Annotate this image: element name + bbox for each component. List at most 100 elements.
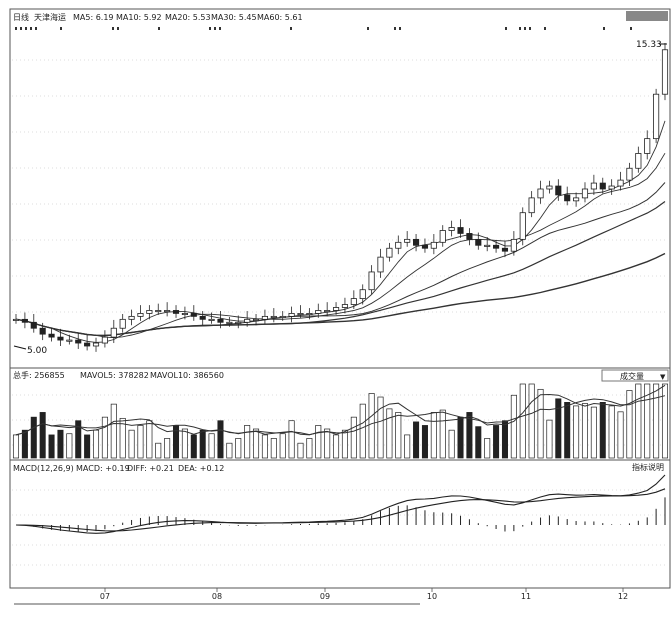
volume-bar <box>306 438 313 459</box>
event-marker <box>209 27 211 30</box>
candle-body <box>661 49 669 95</box>
candle-body <box>270 315 277 318</box>
volume-bar <box>75 420 82 459</box>
event-marker <box>630 27 632 30</box>
candle-body <box>573 197 580 202</box>
candle-body <box>199 315 206 320</box>
volume-bar <box>608 405 615 459</box>
volume-bar <box>324 428 331 459</box>
volume-bar <box>395 412 402 459</box>
candle-body <box>386 247 393 258</box>
volume-bar <box>448 429 455 459</box>
candle-body <box>395 241 402 249</box>
volume-bar <box>39 412 46 459</box>
volume-bar <box>510 394 517 459</box>
macd-panel-frame <box>9 459 671 589</box>
volume-bar <box>661 383 669 459</box>
ma60-line <box>15 252 666 337</box>
volume-bar <box>404 434 411 459</box>
ma5-label: MA5: 6.19 <box>73 13 114 22</box>
volume-bar <box>581 403 589 459</box>
volume-bar <box>537 388 544 459</box>
event-marker <box>214 27 216 30</box>
candle-body <box>155 310 162 313</box>
macd-histogram <box>24 497 666 532</box>
mavol10-label: MAVOL10: 386560 <box>150 371 224 380</box>
volume-panel-frame <box>9 367 671 461</box>
event-markers <box>15 27 632 30</box>
stock-name: 天津海运 <box>34 12 66 22</box>
candle-body <box>501 247 509 252</box>
volume-bar <box>493 425 500 459</box>
event-marker <box>505 27 507 30</box>
candle-body <box>57 336 64 341</box>
candle-body <box>30 321 37 329</box>
event-marker <box>367 27 369 30</box>
price-grid <box>12 59 668 313</box>
volume-bar <box>128 429 135 459</box>
candle-body <box>288 313 295 317</box>
month-label: 12 <box>618 592 628 601</box>
volume-bar <box>413 421 420 459</box>
candle-body <box>421 244 429 249</box>
candle-body <box>448 227 455 231</box>
price-panel-frame <box>9 8 671 369</box>
volume-bar <box>190 434 197 459</box>
volume-bar <box>110 403 117 459</box>
volume-bar <box>590 406 597 459</box>
event-marker <box>290 27 292 30</box>
volume-bar <box>359 403 366 459</box>
candle-body <box>608 185 615 190</box>
volume-bar <box>528 383 535 459</box>
candle-body <box>439 230 446 243</box>
dropdown-arrow-icon: ▼ <box>660 373 666 381</box>
candle-body <box>324 310 331 313</box>
candle-body <box>404 238 411 243</box>
candle-body <box>617 179 624 187</box>
candle-body <box>75 339 82 344</box>
candle-body <box>315 310 322 314</box>
event-marker <box>519 27 521 30</box>
x-axis: 07 08 09 10 11 12 <box>100 588 628 601</box>
event-marker <box>603 27 605 30</box>
volume-bar <box>439 409 446 459</box>
volume-bar <box>288 420 295 459</box>
volume-bar <box>546 419 553 459</box>
volume-bar <box>253 428 260 459</box>
volume-bar <box>21 429 28 459</box>
candle-body <box>653 93 660 140</box>
volume-bar <box>626 390 633 459</box>
volume-bar <box>235 438 242 459</box>
ma30-label: MA30: 5.45 <box>211 13 257 22</box>
candle-body <box>332 307 340 311</box>
volume-bar <box>181 428 188 459</box>
event-marker <box>529 27 531 30</box>
candle-body <box>181 313 188 316</box>
volume-bar <box>653 383 660 459</box>
event-marker <box>30 27 32 30</box>
event-marker <box>117 27 119 30</box>
volume-bar <box>368 393 375 459</box>
volume-bar <box>57 429 64 459</box>
month-label: 11 <box>521 592 531 601</box>
candle-body <box>66 339 73 342</box>
candle-body <box>306 313 313 316</box>
candle-body <box>457 227 464 234</box>
volume-indicator-selector[interactable]: 成交量 ▼ <box>601 369 669 382</box>
candle-body <box>430 241 437 249</box>
event-marker <box>25 27 27 30</box>
event-marker <box>219 27 221 30</box>
volume-bar <box>430 412 437 459</box>
candle-body <box>279 315 286 318</box>
candle-body <box>190 313 197 317</box>
volume-bar <box>137 425 144 459</box>
volume-bar <box>421 425 428 459</box>
candle-body <box>146 310 153 314</box>
indicator-help-button[interactable]: 指标说明 <box>632 462 664 472</box>
volume-bar <box>226 442 233 459</box>
volume-bar <box>270 438 277 459</box>
volume-total-label: 总手: 256855 <box>13 370 65 380</box>
volume-bar <box>555 398 562 459</box>
candle-body <box>466 233 473 240</box>
event-marker <box>60 27 62 30</box>
